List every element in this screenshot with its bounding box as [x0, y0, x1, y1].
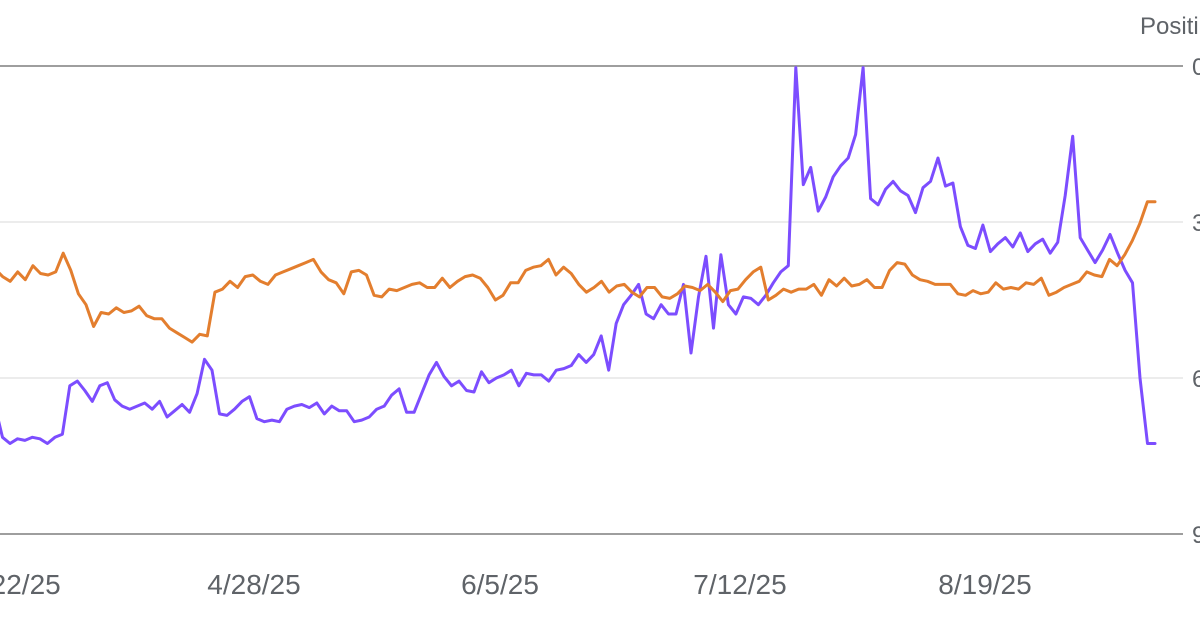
- x-tick-label: 7/12/25: [693, 569, 786, 600]
- x-tick-label: 3/22/25: [0, 569, 61, 600]
- right-tick-label: 9: [1192, 522, 1200, 549]
- right-axis-ticks: 9 6 3 0: [1192, 54, 1200, 549]
- x-axis-ticks: 3/22/25 4/28/25 6/5/25 7/12/25 8/19/25: [0, 569, 1032, 600]
- x-tick-label: 4/28/25: [207, 569, 300, 600]
- right-tick-label: 6: [1192, 366, 1200, 393]
- x-tick-label: 6/5/25: [461, 569, 539, 600]
- series-line-1: [0, 66, 1157, 445]
- series-line-2: [0, 200, 1157, 344]
- gridlines: [0, 65, 1183, 535]
- series-layer: [0, 66, 1157, 445]
- right-tick-label: 0: [1192, 54, 1200, 81]
- right-tick-label: 3: [1192, 210, 1200, 237]
- right-axis-title: Positi: [1140, 13, 1199, 40]
- x-tick-label: 8/19/25: [938, 569, 1031, 600]
